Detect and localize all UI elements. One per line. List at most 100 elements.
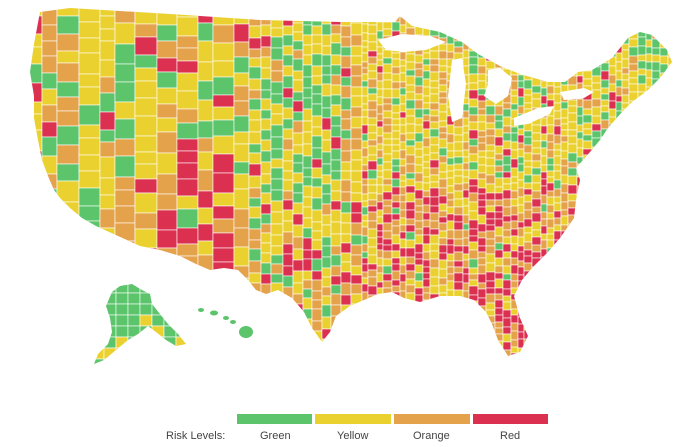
county-cell	[41, 24, 58, 42]
county-cell	[311, 341, 323, 353]
county-cell	[615, 189, 623, 199]
county-cell	[517, 29, 525, 37]
county-cell	[399, 238, 407, 249]
county-cell	[41, 173, 58, 190]
county-cell	[608, 312, 617, 321]
county-cell	[321, 34, 332, 47]
legend-label-green: Green	[260, 430, 291, 442]
county-cell	[591, 12, 602, 21]
county-cell	[367, 205, 378, 213]
county-cell	[628, 70, 639, 79]
county-cell	[485, 337, 496, 345]
county-cell	[468, 82, 479, 91]
county-cell	[176, 227, 199, 245]
county-cell	[414, 272, 424, 282]
county-cell	[494, 314, 504, 323]
county-cell	[453, 266, 464, 274]
county-cell	[376, 46, 384, 55]
county-cell	[468, 258, 479, 269]
county-cell	[600, 230, 610, 239]
county-cell	[212, 42, 235, 62]
county-cell	[645, 39, 653, 48]
county-cell	[517, 80, 525, 89]
county-cell	[510, 264, 519, 275]
county-cell	[376, 72, 384, 82]
county-cell	[517, 52, 525, 62]
county-cell	[615, 45, 623, 54]
county-cell	[651, 9, 661, 20]
county-cell	[651, 204, 661, 212]
county-cell	[78, 37, 101, 54]
county-cell	[637, 200, 647, 208]
county-cell	[676, 228, 682, 236]
county-cell	[175, 314, 186, 327]
county-cell	[438, 138, 448, 149]
county-cell	[582, 183, 593, 192]
county-cell	[248, 272, 262, 284]
county-cell	[608, 8, 617, 13]
county-cell	[446, 311, 455, 322]
county-cell	[422, 292, 431, 301]
county-cell	[361, 95, 369, 105]
county-cell	[270, 282, 284, 294]
county-cell	[540, 185, 548, 196]
county-cell	[197, 61, 214, 82]
county-cell	[659, 120, 669, 128]
county-cell	[233, 72, 250, 87]
county-cell	[367, 335, 378, 344]
county-cell	[302, 308, 313, 320]
county-cell	[391, 124, 401, 132]
county-cell	[540, 297, 548, 307]
county-cell	[582, 293, 593, 302]
county-cell	[615, 245, 623, 254]
county-cell	[477, 199, 487, 208]
county-cell	[659, 80, 669, 90]
county-cell	[546, 182, 555, 192]
county-cell	[615, 8, 623, 13]
county-cell	[553, 300, 562, 311]
county-cell	[367, 276, 378, 287]
county-cell	[260, 173, 272, 185]
county-cell	[302, 8, 313, 14]
county-cell	[127, 358, 141, 364]
county-cell	[270, 200, 284, 213]
county-cell	[517, 274, 525, 282]
hawaii-island	[230, 320, 236, 324]
county-cell	[468, 349, 479, 356]
county-cell	[485, 183, 496, 194]
county-cell	[340, 325, 352, 339]
county-cell	[582, 148, 593, 156]
county-cell	[591, 318, 602, 326]
county-cell	[560, 123, 569, 131]
county-cell	[414, 68, 424, 78]
county-cell	[399, 201, 407, 211]
county-cell	[446, 185, 455, 194]
county-cell	[367, 70, 378, 80]
county-cell	[485, 271, 496, 282]
county-cell	[453, 15, 464, 25]
county-cell	[517, 295, 525, 305]
county-cell	[517, 347, 525, 356]
county-cell	[468, 185, 479, 194]
county-cell	[676, 245, 682, 252]
county-cell	[382, 21, 393, 30]
county-cell	[340, 97, 352, 111]
county-cell	[361, 86, 369, 97]
county-cell	[531, 304, 542, 312]
county-cell	[414, 294, 424, 304]
county-cell	[645, 223, 653, 233]
county-cell	[350, 315, 363, 329]
county-cell	[176, 122, 199, 140]
county-cell	[438, 187, 448, 197]
county-cell	[621, 161, 630, 170]
county-cell	[567, 175, 578, 186]
county-cell	[591, 8, 602, 14]
county-cell	[621, 94, 630, 104]
county-cell	[399, 81, 407, 89]
county-cell	[321, 328, 332, 340]
county-cell	[340, 36, 352, 48]
county-cell	[546, 300, 555, 311]
county-cell	[517, 105, 525, 115]
county-cell	[621, 139, 630, 148]
county-cell	[503, 358, 511, 367]
